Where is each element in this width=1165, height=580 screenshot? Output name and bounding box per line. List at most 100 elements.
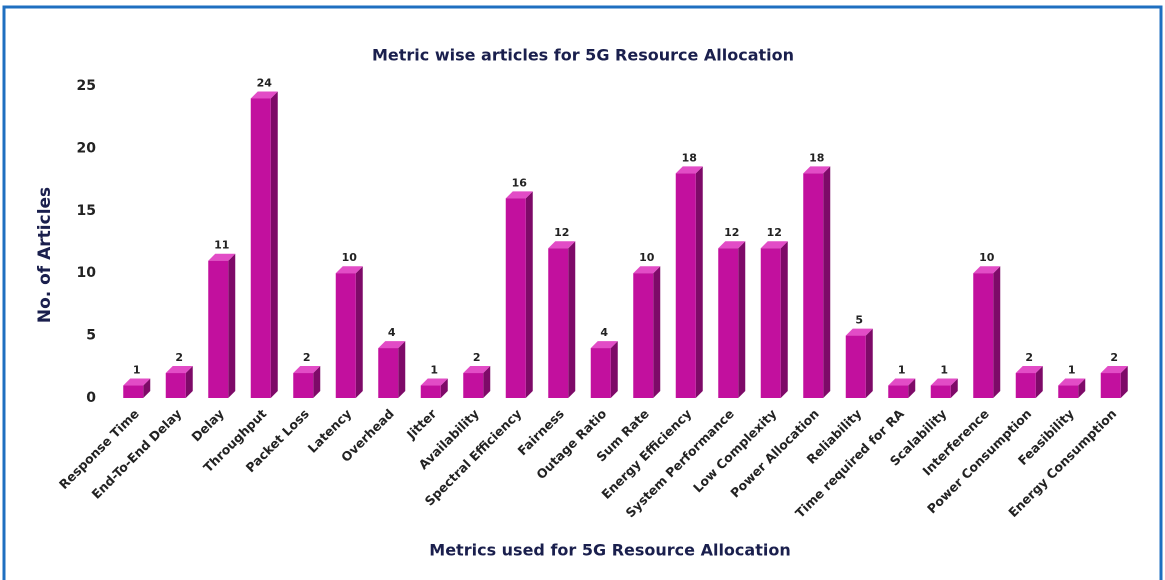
bar-top <box>675 166 703 174</box>
bar <box>1100 373 1121 398</box>
bar-side <box>823 166 831 398</box>
data-label: 11 <box>214 239 229 252</box>
bar <box>930 385 951 398</box>
bar <box>760 248 781 398</box>
bar-side <box>483 366 491 398</box>
data-label: 4 <box>388 326 396 339</box>
bar <box>293 373 314 398</box>
y-axis-label: No. of Articles <box>35 187 55 323</box>
frame <box>2 5 1163 580</box>
data-label: 2 <box>473 351 481 364</box>
bar-top <box>505 191 533 199</box>
data-label: 2 <box>1025 351 1033 364</box>
data-label: 24 <box>257 76 273 89</box>
data-label: 18 <box>809 151 824 164</box>
bar <box>208 260 229 398</box>
bar-side <box>270 91 278 398</box>
bar-top <box>633 266 661 274</box>
bar-side <box>950 378 958 398</box>
data-label: 1 <box>133 364 141 377</box>
data-label: 12 <box>724 226 739 239</box>
data-label: 16 <box>512 176 528 189</box>
bar-side <box>653 266 661 398</box>
x-tick-label: Delay <box>188 406 226 444</box>
y-tick-label: 5 <box>86 328 96 344</box>
bar-side <box>1078 378 1086 398</box>
bar-top <box>888 378 916 386</box>
bar-top <box>845 328 873 336</box>
bar-top <box>718 241 746 249</box>
bar <box>505 198 526 398</box>
bar <box>633 273 654 398</box>
data-label: 2 <box>303 351 311 364</box>
bar <box>973 273 994 398</box>
bar-top <box>548 241 576 249</box>
bar-top <box>378 341 406 349</box>
data-label: 1 <box>898 364 906 377</box>
bar-side <box>313 366 321 398</box>
x-tick-label: Response Time <box>56 406 142 492</box>
bar <box>165 373 186 398</box>
bar <box>378 348 399 398</box>
bar-top <box>1058 378 1086 386</box>
bar-side <box>398 341 406 398</box>
bar-side <box>568 241 576 398</box>
data-label: 12 <box>767 226 782 239</box>
bar <box>1015 373 1036 398</box>
bar-side <box>695 166 703 398</box>
bar-side <box>355 266 363 398</box>
chart-title: Metric wise articles for 5G Resource All… <box>372 46 794 65</box>
bar-side <box>1035 366 1043 398</box>
data-label: 1 <box>940 364 948 377</box>
bar <box>463 373 484 398</box>
bar-top <box>123 378 151 386</box>
bar <box>250 98 271 398</box>
bar <box>335 273 356 398</box>
bar <box>548 248 569 398</box>
bar-top <box>803 166 831 174</box>
bar-top <box>1100 366 1128 374</box>
data-label: 1 <box>430 364 438 377</box>
bar <box>1058 385 1079 398</box>
bar-side <box>143 378 151 398</box>
bar-top <box>463 366 491 374</box>
bar-top <box>208 253 236 261</box>
bar-top <box>420 378 448 386</box>
bar-top <box>930 378 958 386</box>
bar-side <box>440 378 448 398</box>
bar-side <box>1120 366 1128 398</box>
data-label: 10 <box>639 251 655 264</box>
bar-top <box>973 266 1001 274</box>
bar-side <box>525 191 533 398</box>
bar-side <box>185 366 193 398</box>
y-tick-label: 25 <box>77 78 96 94</box>
data-label: 1 <box>1068 364 1076 377</box>
data-label: 2 <box>1110 351 1118 364</box>
data-label: 12 <box>554 226 569 239</box>
bar <box>803 173 824 398</box>
data-label: 2 <box>175 351 183 364</box>
bar-side <box>228 253 236 398</box>
bar-top <box>293 366 321 374</box>
bar-side <box>908 378 916 398</box>
bar-side <box>780 241 788 398</box>
bar <box>888 385 909 398</box>
data-label: 5 <box>855 314 863 327</box>
data-label: 4 <box>600 326 608 339</box>
bar-side <box>865 328 873 398</box>
data-label: 18 <box>682 151 697 164</box>
bar <box>845 335 866 398</box>
bar <box>675 173 696 398</box>
y-tick-label: 15 <box>77 203 96 219</box>
bar-top <box>250 91 278 99</box>
y-tick-label: 10 <box>77 265 97 281</box>
bar-top <box>760 241 788 249</box>
bar-side <box>738 241 746 398</box>
bar-top <box>165 366 193 374</box>
y-tick-label: 0 <box>86 390 96 406</box>
bar-top <box>1015 366 1043 374</box>
bar-top <box>590 341 618 349</box>
bar <box>590 348 611 398</box>
bar-side <box>610 341 618 398</box>
